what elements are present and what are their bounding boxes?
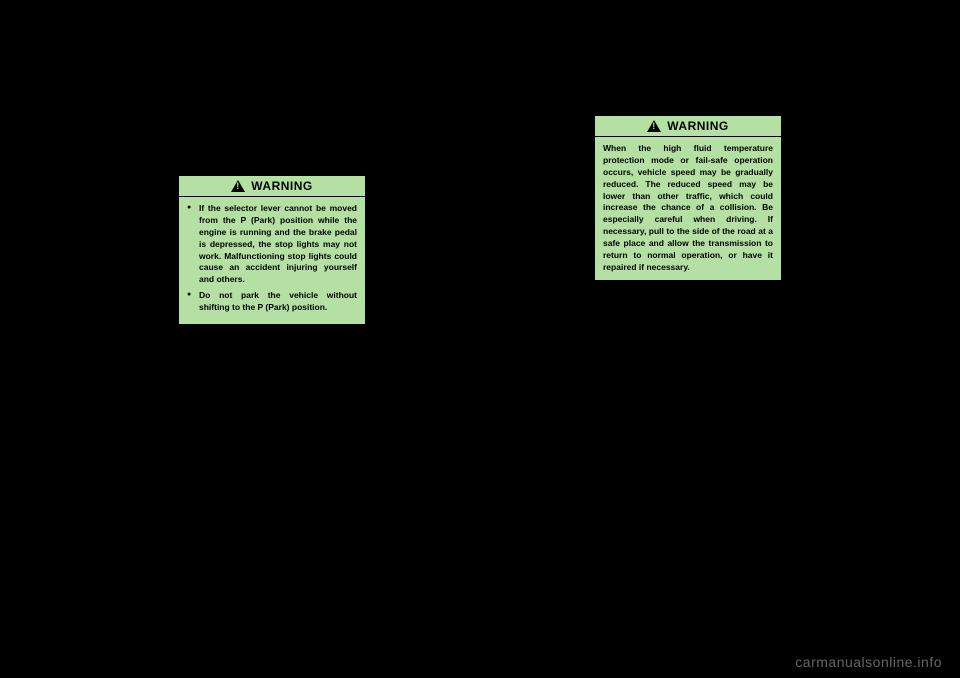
warning-title-left: WARNING <box>251 179 313 193</box>
warning-box-right: WARNING When the high fluid temperature … <box>594 115 782 281</box>
warning-text-right: When the high fluid temperature protecti… <box>603 143 773 272</box>
warning-header-right: WARNING <box>595 116 781 137</box>
warning-body-left: If the selector lever cannot be moved fr… <box>179 197 365 324</box>
warning-bullet-item: If the selector lever cannot be moved fr… <box>187 203 357 286</box>
document-page: WARNING If the selector lever cannot be … <box>0 0 960 678</box>
warning-title-right: WARNING <box>667 119 729 133</box>
warning-body-right: When the high fluid temperature protecti… <box>595 137 781 280</box>
warning-bullet-list: If the selector lever cannot be moved fr… <box>187 203 357 314</box>
warning-icon <box>647 120 661 132</box>
warning-header-left: WARNING <box>179 176 365 197</box>
warning-icon <box>231 180 245 192</box>
watermark-bottom: carmanualsonline.info <box>795 654 942 670</box>
warning-bullet-item: Do not park the vehicle without shifting… <box>187 290 357 314</box>
warning-box-left: WARNING If the selector lever cannot be … <box>178 175 366 325</box>
